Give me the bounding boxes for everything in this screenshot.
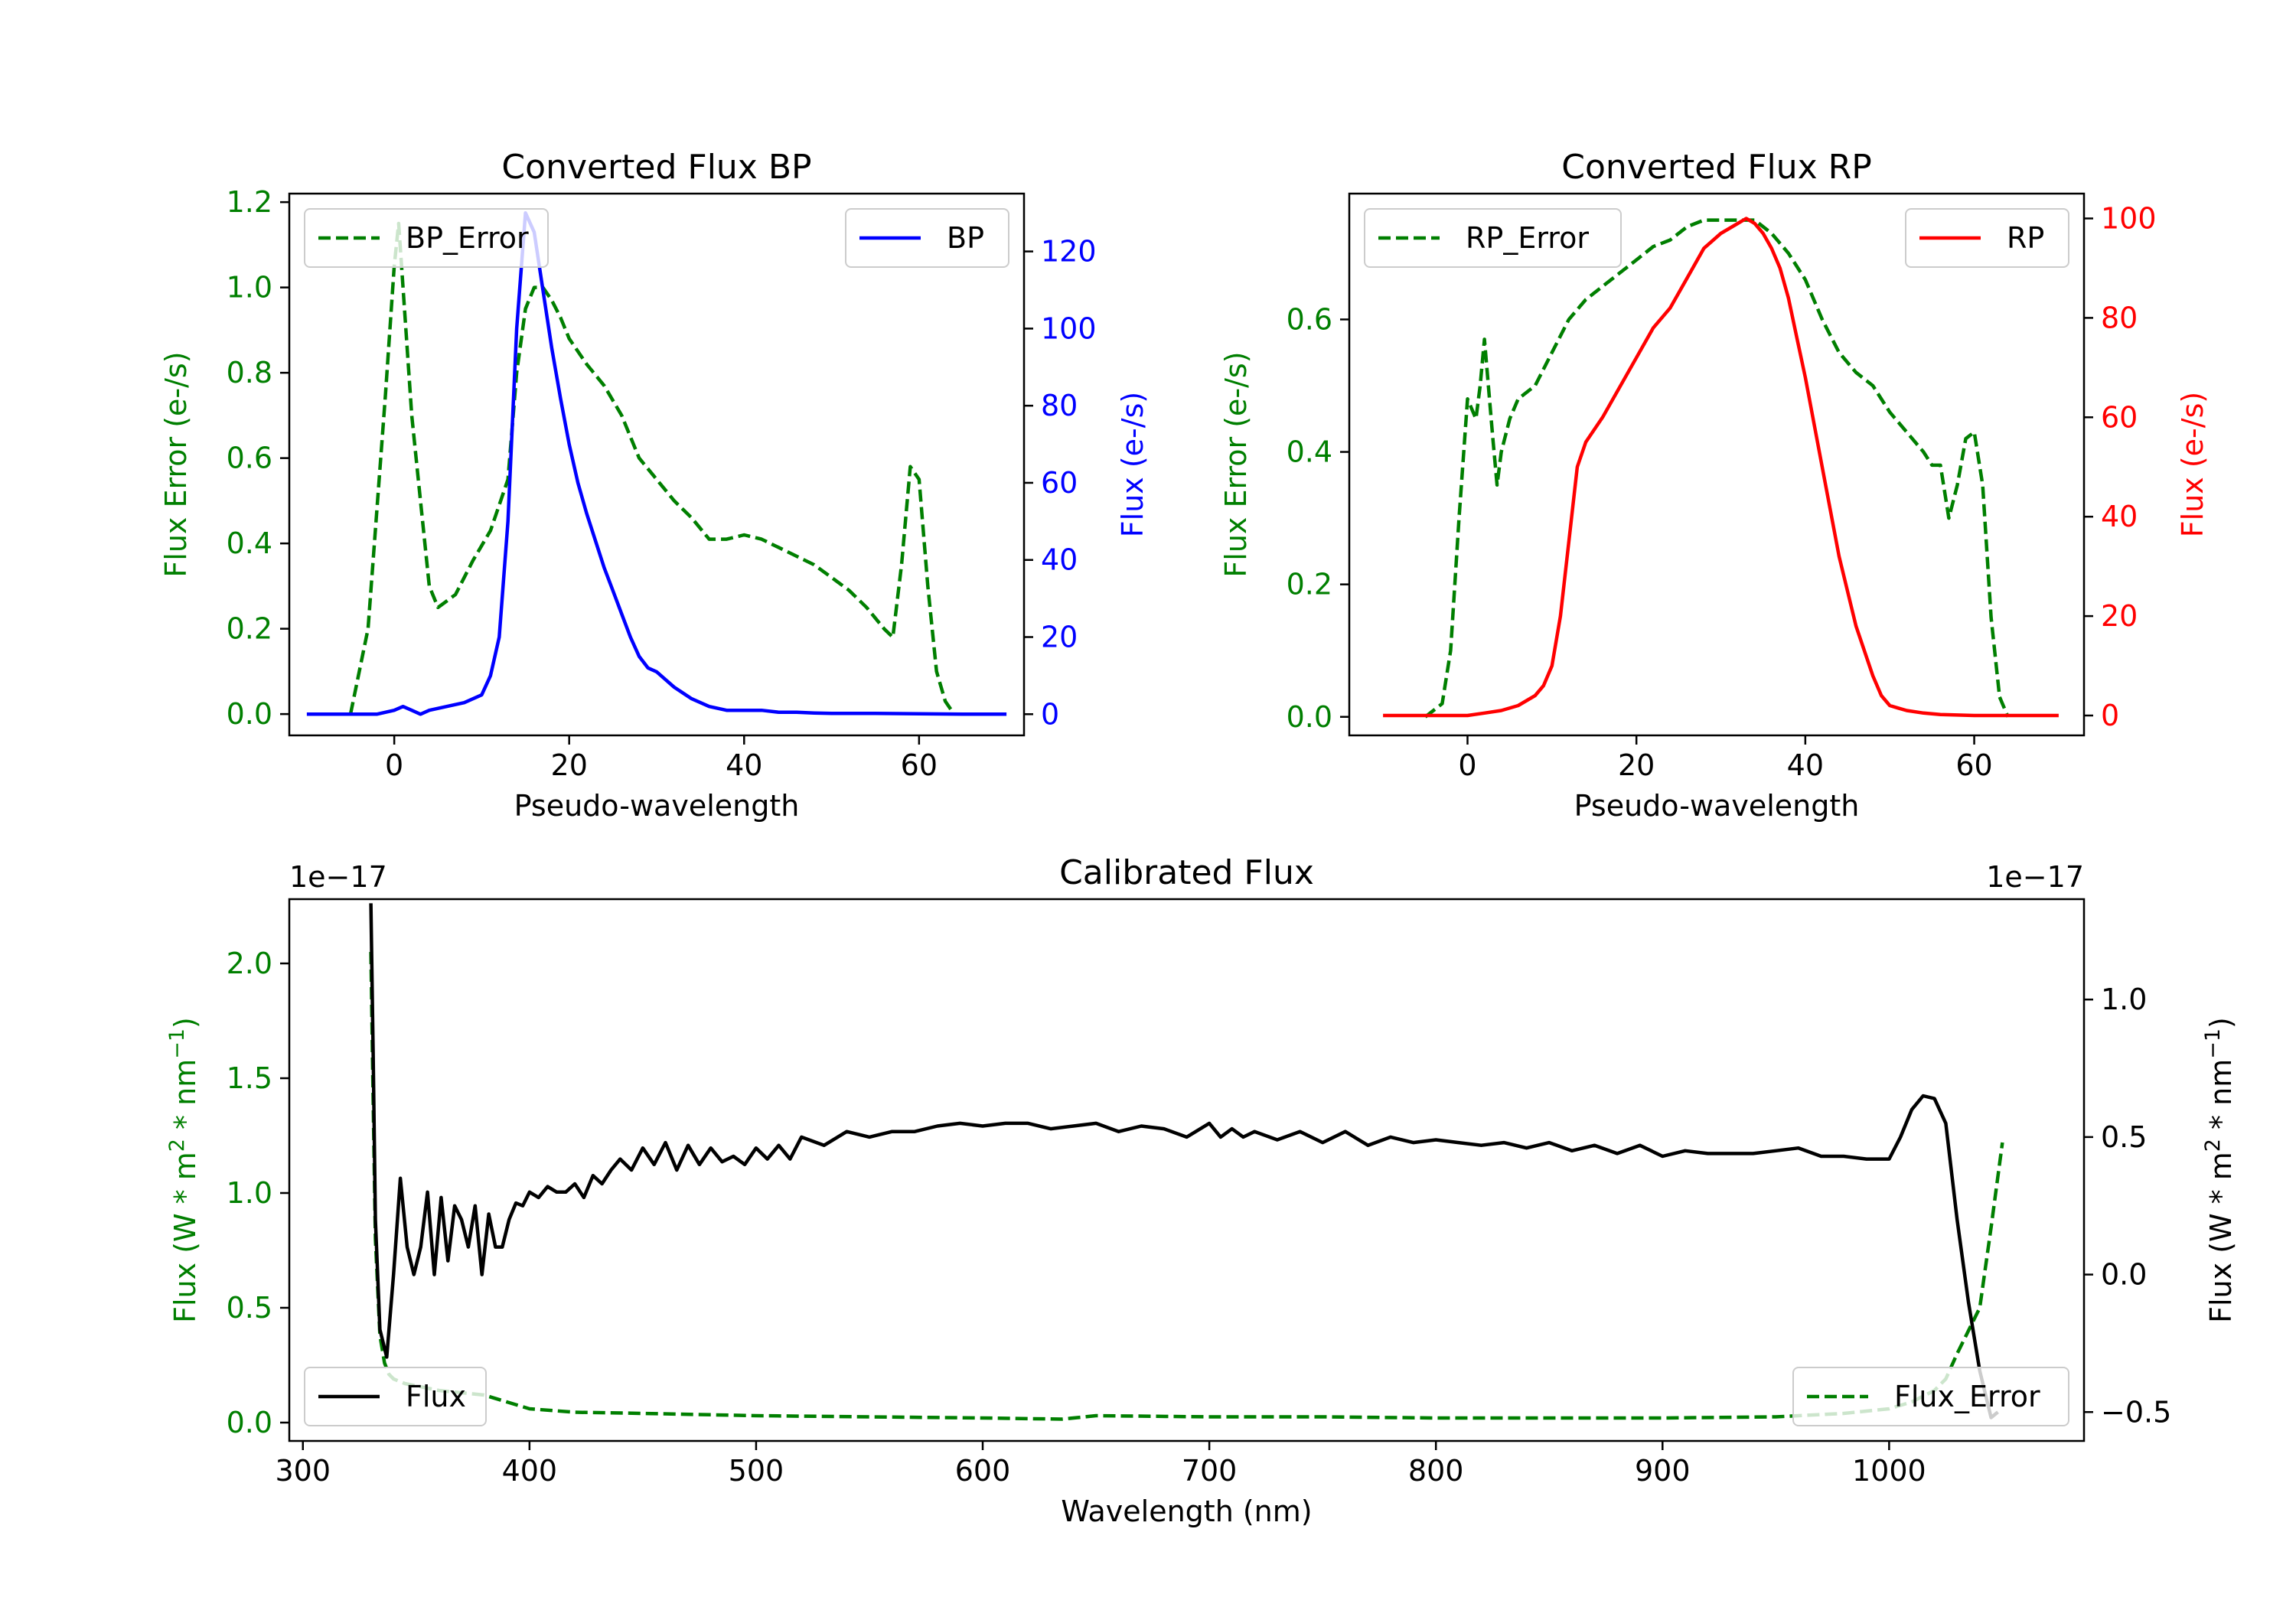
x-tick-label: 40: [726, 748, 762, 782]
series-line-rp-error: [1424, 218, 2010, 719]
legend-box: [304, 208, 549, 268]
legend-box: [845, 208, 1009, 268]
y-left-tick-label: 0.0: [227, 1406, 272, 1439]
legend-label: RP_Error: [1466, 221, 1589, 255]
y-left-tick-label: 1.0: [227, 1176, 272, 1210]
y-left-tick-label: 0.0: [227, 697, 272, 731]
y-left-tick-label: 0.0: [1287, 700, 1332, 734]
legend-box: [1792, 1367, 2069, 1426]
y-left-tick-label: 2.0: [227, 947, 272, 980]
plot-frame: [288, 192, 1026, 737]
y-right-tick-label: 0.5: [2101, 1120, 2147, 1154]
x-tick-label: 60: [901, 748, 938, 782]
y-right-tick-label: 40: [2101, 500, 2138, 533]
legend-box: [1905, 208, 2069, 268]
plot-frame: [288, 898, 2086, 1442]
legend-flux-error: Flux_Error: [1792, 1367, 2069, 1426]
y-right-tick-label: 80: [2101, 301, 2138, 334]
x-axis-label: Pseudo-wavelength: [514, 789, 800, 823]
y-right-axis-label: Flux (e-/s): [2176, 392, 2210, 537]
y-left-tick-label: 0.4: [227, 526, 272, 560]
legend-label: RP: [2007, 221, 2044, 255]
chart-title: Converted Flux RP: [1561, 148, 1872, 187]
y-left-axis-label: Flux Error (e-/s): [159, 351, 193, 577]
legend-rp-error: RP_Error: [1364, 208, 1622, 268]
y-left-offset-text: 1e−17: [289, 860, 387, 894]
x-tick-label: 300: [275, 1454, 331, 1488]
y-left-tick-label: 0.6: [1287, 302, 1332, 336]
chart-1: Converted Flux RP 0 20 40 60 Pseudo-wavelengt…: [1219, 148, 2210, 823]
legend-label: BP_Error: [406, 221, 529, 255]
series-line-bp: [306, 210, 1007, 716]
legend-bp: BP: [845, 208, 1009, 268]
x-tick-label: 20: [1618, 748, 1655, 782]
series-line-flux-error: [369, 951, 2004, 1421]
x-tick-label: 40: [1787, 748, 1824, 782]
chart-title: Calibrated Flux: [1059, 853, 1314, 892]
y-right-axis-label: Flux (W * m2 * nm−1): [2201, 1017, 2239, 1323]
y-left-tick-label: 0.2: [1287, 568, 1332, 601]
y-left-tick-label: 0.8: [227, 356, 272, 390]
series-line-flux: [369, 903, 1999, 1420]
x-tick-label: 600: [955, 1454, 1011, 1488]
y-right-tick-label: 100: [1041, 311, 1097, 345]
y-left-axis-label: Flux (W * m2 * nm−1): [165, 1017, 203, 1323]
y-right-tick-label: 20: [2101, 599, 2138, 633]
x-tick-label: 60: [1955, 748, 1992, 782]
x-axis-label: Pseudo-wavelength: [1574, 789, 1860, 823]
y-left-tick-label: 1.0: [227, 271, 272, 305]
x-axis-label: Wavelength (nm): [1061, 1495, 1312, 1528]
chart-title: Converted Flux BP: [501, 148, 811, 187]
series-line-rp: [1383, 217, 2059, 718]
y-right-tick-label: 0: [1041, 697, 1059, 731]
x-tick-label: 0: [385, 748, 403, 782]
y-left-tick-label: 0.6: [227, 442, 272, 475]
legend-box: [1364, 208, 1622, 268]
x-tick-label: 700: [1182, 1454, 1238, 1488]
y-left-tick-label: 0.4: [1287, 435, 1332, 469]
legend-label: BP: [947, 221, 984, 255]
x-tick-label: 0: [1458, 748, 1476, 782]
y-right-tick-label: 60: [2101, 400, 2138, 434]
y-right-tick-label: 0.0: [2101, 1258, 2147, 1292]
series-line-bp-error: [348, 221, 956, 715]
x-tick-label: 1000: [1852, 1454, 1926, 1488]
y-right-tick-label: 0: [2101, 699, 2119, 732]
plot-frame: [1348, 192, 2086, 737]
legend-box: [304, 1367, 487, 1426]
y-right-tick-label: 60: [1041, 466, 1078, 500]
y-right-tick-label: 40: [1041, 543, 1078, 577]
y-right-tick-label: 1.0: [2101, 983, 2147, 1016]
y-right-offset-text: 1e−17: [1986, 860, 2084, 894]
x-tick-label: 20: [551, 748, 588, 782]
y-right-tick-label: 120: [1041, 235, 1097, 269]
y-left-tick-label: 1.5: [227, 1061, 272, 1095]
chart-2: Calibrated Flux 300 400 500 600 700 800 900 1000…: [165, 853, 2239, 1528]
legend-flux: Flux: [304, 1367, 487, 1426]
y-left-tick-label: 0.2: [227, 612, 272, 646]
y-right-tick-label: 100: [2101, 201, 2157, 235]
x-tick-label: 400: [502, 1454, 558, 1488]
x-tick-label: 500: [729, 1454, 784, 1488]
legend-label: Flux_Error: [1894, 1380, 2040, 1413]
y-left-tick-label: 0.5: [227, 1291, 272, 1325]
y-right-tick-label: 20: [1041, 621, 1078, 654]
y-right-tick-label: −0.5: [2101, 1395, 2171, 1429]
x-tick-label: 900: [1635, 1454, 1691, 1488]
legend-bp-error: BP_Error: [304, 208, 549, 268]
chart-0: Converted Flux BP 0 20 40 60 Pseudo-wavelengt…: [159, 148, 1150, 823]
x-tick-label: 800: [1408, 1454, 1464, 1488]
y-right-axis-label: Flux (e-/s): [1116, 392, 1150, 537]
legend-rp: RP: [1905, 208, 2069, 268]
y-left-tick-label: 1.2: [227, 185, 272, 219]
y-left-axis-label: Flux Error (e-/s): [1219, 351, 1253, 577]
y-right-tick-label: 80: [1041, 389, 1078, 422]
legend-label: Flux: [406, 1380, 466, 1413]
